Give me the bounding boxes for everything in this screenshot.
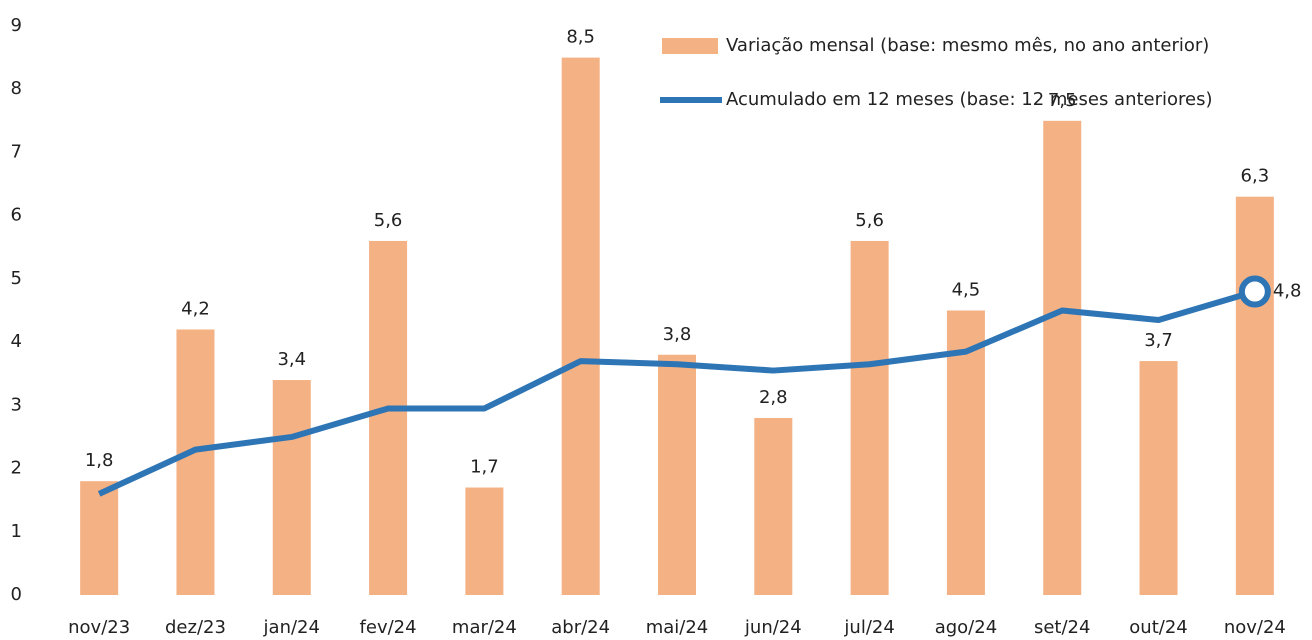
data-label: 3,4 <box>277 349 306 370</box>
data-label: 8,5 <box>566 27 595 48</box>
data-label: 7,5 <box>1048 90 1077 111</box>
data-label: 4,8 <box>1273 281 1302 302</box>
y-tick-label: 3 <box>11 394 22 415</box>
x-tick-label: dez/23 <box>165 617 226 638</box>
y-tick-label: 2 <box>11 458 22 479</box>
bar <box>272 380 311 595</box>
x-tick-label: set/24 <box>1034 617 1090 638</box>
y-tick-label: 4 <box>11 331 22 352</box>
x-tick-label: mai/24 <box>646 617 709 638</box>
x-tick-label: jun/24 <box>744 617 802 638</box>
bar <box>176 329 215 595</box>
y-tick-label: 7 <box>11 141 22 162</box>
line <box>97 288 1256 497</box>
bar <box>1043 120 1082 595</box>
bar <box>1139 361 1178 595</box>
data-label: 1,8 <box>85 450 114 471</box>
bar <box>946 310 985 595</box>
bar <box>465 487 504 595</box>
y-tick-label: 5 <box>11 268 22 289</box>
data-label: 4,5 <box>952 280 981 301</box>
line-marker <box>1238 275 1271 308</box>
y-tick-label: 6 <box>11 205 22 226</box>
y-tick-label: 1 <box>11 521 22 542</box>
legend-swatch <box>662 38 718 54</box>
bar <box>658 354 696 595</box>
x-tick-label: jul/24 <box>843 617 894 638</box>
y-tick-label: 8 <box>11 78 22 99</box>
data-label: 5,6 <box>855 210 884 231</box>
x-tick-label: out/24 <box>1129 617 1187 638</box>
x-tick-label: nov/23 <box>68 617 130 638</box>
data-label: 2,8 <box>759 387 788 408</box>
x-tick-label: nov/24 <box>1224 617 1286 638</box>
data-label: 6,3 <box>1241 166 1270 187</box>
bar <box>754 417 793 595</box>
data-label: 3,7 <box>1144 330 1173 351</box>
bar <box>1235 196 1274 595</box>
data-label: 3,8 <box>663 324 692 345</box>
x-tick-label: fev/24 <box>360 617 417 638</box>
x-tick-label: ago/24 <box>935 617 997 638</box>
x-tick-label: mar/24 <box>452 617 517 638</box>
legend-label: Variação mensal (base: mesmo mês, no ano… <box>726 35 1209 56</box>
data-label: 5,6 <box>374 210 403 231</box>
bar <box>80 481 119 595</box>
y-tick-label: 9 <box>11 15 22 36</box>
x-tick-label: jan/24 <box>263 617 320 638</box>
data-label: 1,7 <box>470 457 499 478</box>
y-tick-label: 0 <box>11 584 22 605</box>
bar <box>850 240 889 595</box>
bar <box>561 57 600 596</box>
bar <box>369 240 408 595</box>
legend-label: Acumulado em 12 meses (base: 12 meses an… <box>726 89 1213 110</box>
x-tick-label: abr/24 <box>551 617 610 638</box>
data-label: 4,2 <box>181 298 210 319</box>
